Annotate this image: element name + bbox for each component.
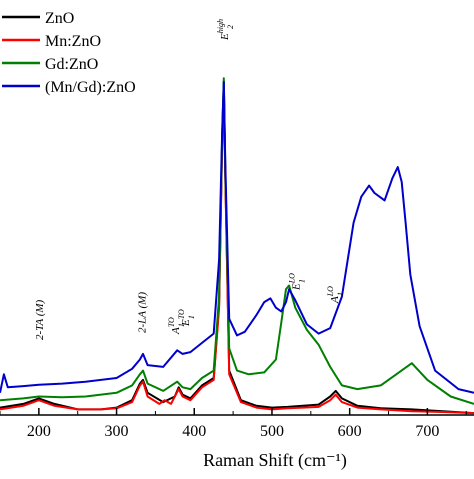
peak-annotation-3: ETO1: [177, 309, 196, 327]
peak-annotation-0: 2-TA (M): [34, 299, 46, 340]
legend: ZnO Mn:ZnO Gd:ZnO (Mn/Gd):ZnO: [2, 10, 136, 96]
series-line-1: [0, 88, 474, 415]
x-tick-label-4: 600: [338, 423, 362, 440]
peak-annotation-4: Ehigh2: [216, 19, 235, 41]
series-layer: [0, 77, 474, 415]
x-tick-label-5: 700: [415, 423, 439, 440]
x-tick-label-0: 200: [27, 423, 51, 440]
peak-annotation-6: ALO1: [326, 286, 345, 304]
legend-label-3: (Mn/Gd):ZnO: [45, 79, 136, 96]
series-line-2: [0, 77, 474, 405]
peak-annotation-2: ATO1: [167, 317, 186, 335]
x-tick-label-3: 500: [260, 423, 284, 440]
axis-layer: 200 300 400 500 600 700: [0, 408, 474, 440]
series-line-3: [0, 81, 474, 394]
legend-label-2: Gd:ZnO: [45, 56, 98, 73]
legend-label-1: Mn:ZnO: [45, 33, 101, 50]
peak-annotation-5: ELO1: [287, 273, 306, 291]
peak-annotation-1: 2-LA (M): [136, 292, 148, 333]
x-tick-label-1: 300: [105, 423, 129, 440]
legend-label-0: ZnO: [45, 10, 74, 27]
series-line-0: [0, 81, 474, 415]
x-tick-label-2: 400: [182, 423, 206, 440]
x-axis-title: Raman Shift (cm⁻¹): [203, 450, 347, 471]
